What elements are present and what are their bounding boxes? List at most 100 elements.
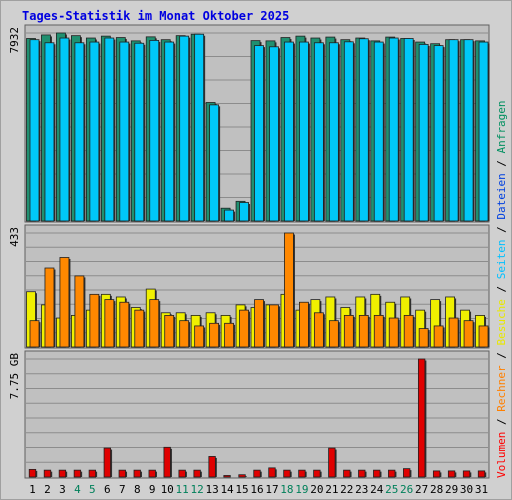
bar-seiten-day-18 (284, 41, 294, 222)
bar-volumen-day-7 (118, 469, 126, 478)
x-tick-label: 29 (445, 483, 458, 496)
x-tick-label: 4 (74, 483, 81, 496)
bar-seiten-day-12 (194, 33, 205, 222)
bar-rechner-day-1 (29, 320, 40, 348)
bar-rechner-day-31 (478, 325, 489, 348)
bar-volumen-day-19 (298, 469, 306, 478)
bar-seiten-day-2 (44, 42, 55, 222)
bar-rechner-day-4 (74, 275, 85, 348)
x-tick-label: 19 (295, 483, 308, 496)
bar-rechner-day-28 (433, 325, 444, 348)
bar-seiten-day-23 (358, 38, 369, 222)
bar-volumen-day-13 (208, 456, 216, 478)
bar-rechner-day-23 (358, 315, 369, 348)
x-tick-label: 31 (475, 483, 488, 496)
x-tick-label: 2 (44, 483, 51, 496)
x-tick-label: 13 (205, 483, 218, 496)
bar-rechner-day-13 (209, 322, 220, 348)
bar-volumen-day-8 (133, 469, 141, 478)
x-tick-label: 17 (265, 483, 278, 496)
x-tick-label: 21 (325, 483, 338, 496)
legend-item-anfragen: Anfragen (495, 100, 508, 153)
bar-seiten-day-27 (418, 44, 429, 222)
bar-rechner-day-3 (59, 257, 70, 348)
x-tick-label: 25 (385, 483, 398, 496)
bar-seiten-day-9 (149, 39, 160, 222)
bar-volumen-day-28 (432, 470, 441, 478)
bar-volumen-day-20 (313, 469, 321, 478)
bar-volumen-day-21 (328, 447, 336, 478)
bar-volumen-day-14 (223, 475, 231, 478)
x-tick-label: 6 (104, 483, 111, 496)
bar-volumen-day-1 (28, 468, 37, 478)
bar-volumen-day-24 (373, 469, 381, 478)
panel-volume: 7.75 GB (8, 350, 490, 479)
bar-volumen-day-11 (178, 469, 186, 478)
bar-rechner-day-10 (164, 315, 175, 348)
y-max-label: 7.75 GB (8, 353, 21, 400)
bar-volumen-day-6 (103, 447, 111, 478)
bar-volumen-day-29 (447, 470, 456, 478)
bar-seiten-day-22 (343, 41, 354, 222)
x-tick-label: 15 (235, 483, 248, 496)
legend-separator: / (495, 220, 508, 240)
x-tick-label: 22 (340, 483, 353, 496)
x-tick-label: 12 (191, 483, 204, 496)
bar-seiten-day-20 (313, 42, 324, 222)
bar-rechner-day-27 (418, 328, 429, 348)
legend: Volumen / Rechner / Besuche / Seiten / D… (495, 100, 508, 478)
legend-separator: / (495, 346, 508, 366)
bar-volumen-day-30 (462, 470, 471, 478)
bar-seiten-day-6 (104, 37, 115, 222)
bar-seiten-day-25 (388, 37, 399, 222)
bar-rechner-day-21 (328, 320, 339, 348)
x-tick-label: 18 (280, 483, 293, 496)
legend-separator: / (495, 412, 508, 432)
bar-volumen-day-25 (388, 469, 396, 478)
bar-rechner-day-24 (373, 315, 384, 348)
bar-seiten-day-30 (463, 39, 474, 222)
x-tick-label: 27 (415, 483, 428, 496)
bar-seiten-day-24 (373, 41, 384, 222)
bar-volumen-day-15 (238, 474, 246, 478)
bar-volumen-day-27 (417, 358, 426, 478)
panel-background (24, 350, 490, 479)
bar-seiten-day-26 (403, 38, 414, 222)
bar-rechner-day-25 (388, 317, 399, 348)
bar-seiten-day-11 (179, 35, 190, 222)
legend-separator: / (495, 279, 508, 299)
bar-seiten-day-31 (478, 41, 489, 222)
bar-rechner-day-14 (224, 322, 234, 348)
bar-volumen-day-3 (58, 469, 67, 478)
panel-visits: 433 (8, 224, 490, 349)
legend-text: Volumen / Rechner / Besuche / Seiten / D… (495, 100, 508, 478)
x-tick-label: 10 (161, 483, 174, 496)
bar-seiten-day-16 (254, 45, 264, 222)
bar-volumen-day-23 (358, 469, 366, 478)
panel-hits: 7932 (8, 24, 490, 223)
bar-rechner-day-19 (299, 301, 309, 348)
bar-volumen-day-12 (193, 469, 201, 478)
bar-rechner-day-17 (269, 304, 279, 348)
bar-rechner-day-12 (194, 325, 205, 348)
bar-seiten-day-13 (209, 104, 220, 222)
bar-seiten-day-4 (74, 42, 85, 222)
bar-volumen-day-4 (73, 469, 82, 478)
bar-rechner-day-5 (89, 293, 100, 348)
bar-seiten-day-17 (269, 46, 279, 222)
x-tick-label: 24 (370, 483, 384, 496)
bar-seiten-day-5 (89, 41, 100, 222)
bar-rechner-day-6 (104, 299, 115, 348)
bar-seiten-day-1 (29, 39, 40, 222)
bar-volumen-day-22 (343, 469, 351, 478)
x-tick-label: 20 (310, 483, 323, 496)
bar-volumen-day-5 (88, 469, 97, 478)
bar-volumen-day-10 (163, 446, 171, 478)
bar-rechner-day-29 (448, 317, 459, 348)
x-axis-labels: 1 2 3 4 5 6 7 8 9 10 11 12 13 14 15 16 17 18 19 20 21 22 23 24 2… (29, 483, 488, 496)
bar-rechner-day-8 (134, 309, 145, 348)
bar-volumen-day-2 (43, 469, 52, 478)
x-tick-label: 11 (176, 483, 189, 496)
x-tick-label: 26 (400, 483, 413, 496)
x-tick-label: 14 (220, 483, 234, 496)
